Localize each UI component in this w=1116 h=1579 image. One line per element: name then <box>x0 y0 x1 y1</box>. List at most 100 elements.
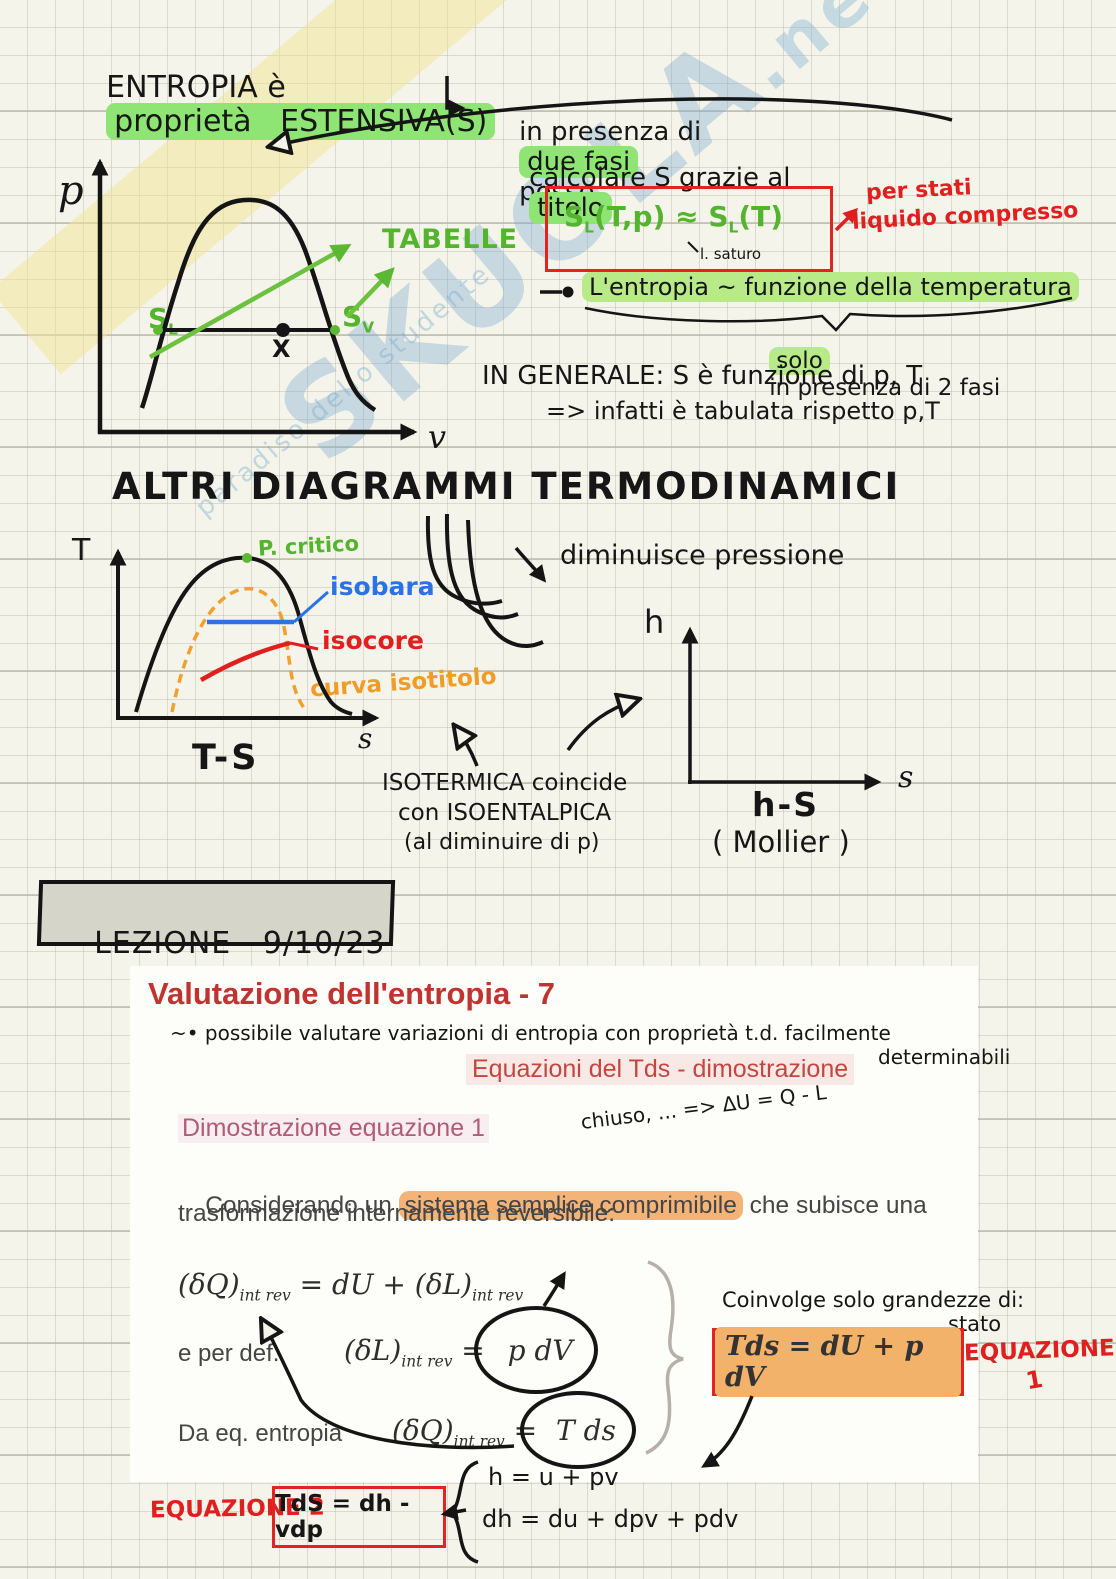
formula-s2-sub: L <box>728 218 739 237</box>
ts-diagram-label: T-S <box>192 738 259 778</box>
isobar-text: isobara <box>330 572 435 601</box>
pv-diagram <box>91 158 418 441</box>
pressure-decrease-note: diminuisce pressione <box>560 540 844 571</box>
eq1-rhs-sub: int rev <box>472 1286 524 1305</box>
x-mark-text: X <box>272 335 291 363</box>
saturated-liquid-note: l. saturo <box>700 245 761 263</box>
hs-label-text: h-S <box>752 785 819 824</box>
isobar-label: isobara <box>330 572 435 601</box>
body1-post: che subisce una <box>749 1192 927 1219</box>
iso-quality-text: curva isotitolo <box>309 663 498 703</box>
formula-end: (T) <box>738 200 784 233</box>
hs-h-text: h <box>644 603 665 641</box>
state-note-line1: Coinvolge solo grandezze di: <box>722 1288 1025 1312</box>
critical-point-text: P. critico <box>257 531 360 561</box>
state-quantities-note-1: Coinvolge solo grandezze di: <box>722 1288 1024 1312</box>
entropy-note-highlight: L'entropia ~ funzione della temperatura <box>582 272 1079 302</box>
title-prefix: ENTROPIA è <box>106 69 286 105</box>
section-title: ALTRI DIAGRAMMI TERMODINAMICI <box>112 465 900 509</box>
isothermal-note-line3: (al diminuire di p) <box>404 830 600 855</box>
entropy-function-note: L'entropia ~ funzione della temperatura <box>582 272 1079 302</box>
isochore-line <box>199 640 291 682</box>
pressure-decrease-text: diminuisce pressione <box>560 540 845 571</box>
page-title: ENTROPIA è proprietà ESTENSIVA(S) <box>68 36 496 174</box>
slide-body-line2: trasformazione internamente reversibile: <box>178 1200 615 1228</box>
equation1-tag-number: 1 <box>1024 1365 1045 1395</box>
formula-mid: (T,p) ≈ S <box>593 200 729 233</box>
eq2-rhs: p dV <box>507 1334 573 1367</box>
tables-arrow-1 <box>148 244 352 359</box>
mollier-text: ( Mollier ) <box>712 825 850 859</box>
per-def-label: e per def. <box>178 1340 279 1368</box>
general-note-line2: => infatti è tabulata rispetto p,T <box>546 397 940 426</box>
slide-hw2-text: determinabili <box>878 1045 1011 1069</box>
equation1-number-text: 1 <box>1023 1364 1046 1396</box>
equation1-boxed-formula: Tds = dU + p dV <box>715 1327 961 1397</box>
two-phase-only-note: solo in presenza di 2 fasi <box>740 322 1000 428</box>
equation1-tag-text: EQUAZIONE <box>963 1335 1116 1367</box>
ts-x-axis-label: s <box>358 722 372 755</box>
pressure-decrease-arrow <box>514 546 547 583</box>
watermark-tld-text: .net <box>728 0 921 107</box>
system-to-box-arrow <box>440 1503 467 1520</box>
da-eq-label: Da eq. entropia <box>178 1420 342 1448</box>
iso-quality-curve-label: curva isotitolo <box>309 664 497 703</box>
general-line1-text: IN GENERALE: S è funzione di p, T <box>482 361 923 391</box>
tables-label: TABELLE <box>382 224 518 255</box>
eq1-lhs-sub: int rev <box>239 1286 291 1305</box>
pv-y-text: p <box>58 168 84 214</box>
equation-entropy: (δQ)int rev = T ds <box>392 1414 616 1451</box>
hs-diagram <box>681 626 882 791</box>
mollier-label: ( Mollier ) <box>712 825 850 859</box>
da-eq-text: Da eq. entropia <box>178 1420 343 1447</box>
ts-label-text: T-S <box>192 738 260 778</box>
slide-subtitle: Equazioni del Tds - dimostrazione <box>466 1054 855 1085</box>
slide-hw-note-line1: ~• possibile valutare variazioni di entr… <box>170 1022 891 1045</box>
formula-s1-sub: L <box>584 218 594 237</box>
enthalpy-diff-text: dh = du + dpv + pdv <box>482 1505 739 1533</box>
saturated-liquid-label: SL <box>148 302 178 339</box>
equation-first-law: (δQ)int rev = dU + (δL)int rev <box>178 1268 523 1305</box>
hs-x-axis-label: s <box>898 760 913 795</box>
iso-line2-text: con ISOENTALPICA <box>398 800 612 826</box>
slide-hw-note-line2: determinabili <box>878 1046 1010 1069</box>
equation2-boxed-formula: TdS = dh - vdp <box>275 1490 410 1543</box>
isochore-pointer <box>289 641 319 651</box>
isobar-curve-2 <box>444 513 519 620</box>
eq1-rhs: = dU + (δL) <box>290 1268 473 1301</box>
hs-diagram-label: h-S <box>752 786 819 824</box>
isoterm-arrow-right <box>566 700 636 752</box>
eq2-eq: = <box>452 1334 494 1367</box>
ts-s-text: s <box>358 722 373 755</box>
ts-y-axis-label: T <box>72 533 90 569</box>
pv-sv-point <box>330 325 340 335</box>
saturated-vapor-label: SV <box>342 300 374 337</box>
slide-title: Valutazione dell'entropia - 7 <box>148 976 555 1012</box>
equation1-tag: EQUAZIONE <box>964 1335 1116 1366</box>
eq3-lhs-sub: int rev <box>453 1432 505 1451</box>
isobar-family-curves <box>425 513 547 648</box>
compressed-liquid-note-1: per stati <box>865 175 972 205</box>
slide-body-line1: Considerando un sistema semplice comprim… <box>178 1164 927 1248</box>
lesson-date: LEZIONE 9/10/23 <box>52 892 386 996</box>
isothermal-note-line2: con ISOENTALPICA <box>398 800 611 826</box>
hs-y-axis-label: h <box>644 604 664 641</box>
demo-heading-text: Dimostrazione equazione 1 <box>182 1114 485 1142</box>
sl-sub: L <box>168 320 178 339</box>
hs-s-text: s <box>898 760 914 795</box>
formula-s1: S <box>564 200 585 233</box>
isochore-text: isocore <box>322 626 424 655</box>
eq3-lhs: (δQ) <box>392 1414 454 1447</box>
quality-mark: X <box>272 335 291 364</box>
isothermal-note-line1: ISOTERMICA coincide <box>382 770 627 796</box>
title-highlight: proprietà ESTENSIVA(S) <box>106 103 496 140</box>
isobar-pointer <box>293 590 329 624</box>
equation2-box: TdS = dh - vdp <box>272 1486 446 1548</box>
pv-y-axis-label: p <box>58 168 84 214</box>
eq3-eq: = <box>504 1414 547 1447</box>
eq2-lhs-sub: int rev <box>401 1352 453 1371</box>
isochore-label: isocore <box>322 626 424 655</box>
slide-title-text: Valutazione dell'entropia - 7 <box>148 976 556 1011</box>
eq2-lhs: (δL) <box>344 1334 402 1367</box>
